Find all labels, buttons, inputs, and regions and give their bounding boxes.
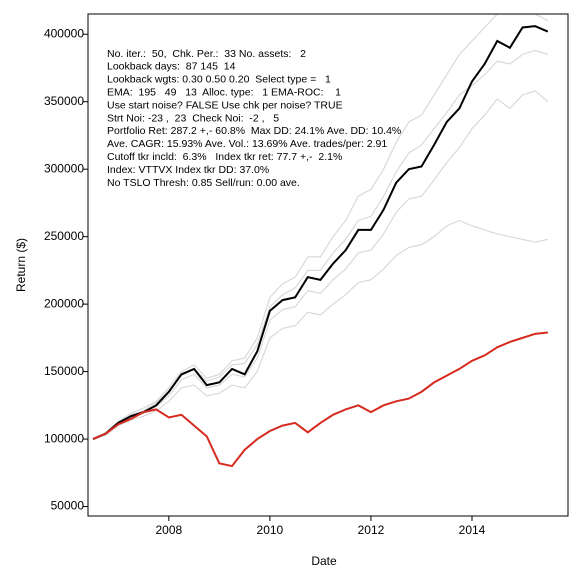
x-tick-label: 2010 (257, 523, 284, 537)
series-line (92, 331, 548, 468)
annotation: Lookback wgts: 0.30 0.50 0.20 Select typ… (107, 74, 331, 86)
annotation: Strt Noi: -23 , 23 Check Noi: -2 , 5 (107, 112, 279, 124)
annotation: No TSLO Thresh: 0.85 Sell/run: 0.00 ave. (107, 177, 300, 189)
series-line (92, 25, 549, 440)
annotation: Cutoff tkr incld: 6.3% Index tkr ret: 77… (107, 151, 342, 163)
y-tick-label: 350000 (44, 94, 84, 108)
annotation: Ave. CAGR: 15.93% Ave. Vol.: 13.69% Ave.… (107, 138, 387, 150)
x-tick-label: 2008 (155, 523, 182, 537)
series-line (92, 90, 549, 440)
y-tick-label: 200000 (44, 296, 84, 310)
y-tick-label: 100000 (44, 431, 84, 445)
annotation: Lookback days: 87 145 14 (107, 61, 236, 73)
x-tick-label: 2014 (459, 523, 486, 537)
annotation: EMA: 195 49 13 Alloc. type: 1 EMA-ROC: 1 (107, 86, 341, 98)
y-tick-label: 250000 (44, 229, 84, 243)
x-axis-label: Date (311, 554, 337, 568)
series-line (92, 219, 548, 440)
x-tick-label: 2012 (358, 523, 385, 537)
y-tick-label: 150000 (44, 364, 84, 378)
y-axis-label: Return ($) (14, 238, 28, 292)
annotation: Portfolio Ret: 287.2 +,- 60.8% Max DD: 2… (107, 125, 401, 137)
series-line (92, 14, 549, 440)
y-tick-label: 400000 (44, 26, 84, 40)
y-tick-label: 50000 (51, 499, 85, 513)
plot-frame (87, 13, 569, 517)
annotation: Index: VTTVX Index tkr DD: 37.0% (107, 164, 269, 176)
annotation: Use start noise? FALSE Use chk per noise… (107, 99, 343, 111)
y-tick-label: 300000 (44, 161, 84, 175)
annotation: No. iter.: 50, Chk. Per.: 33 No. assets:… (107, 48, 306, 60)
